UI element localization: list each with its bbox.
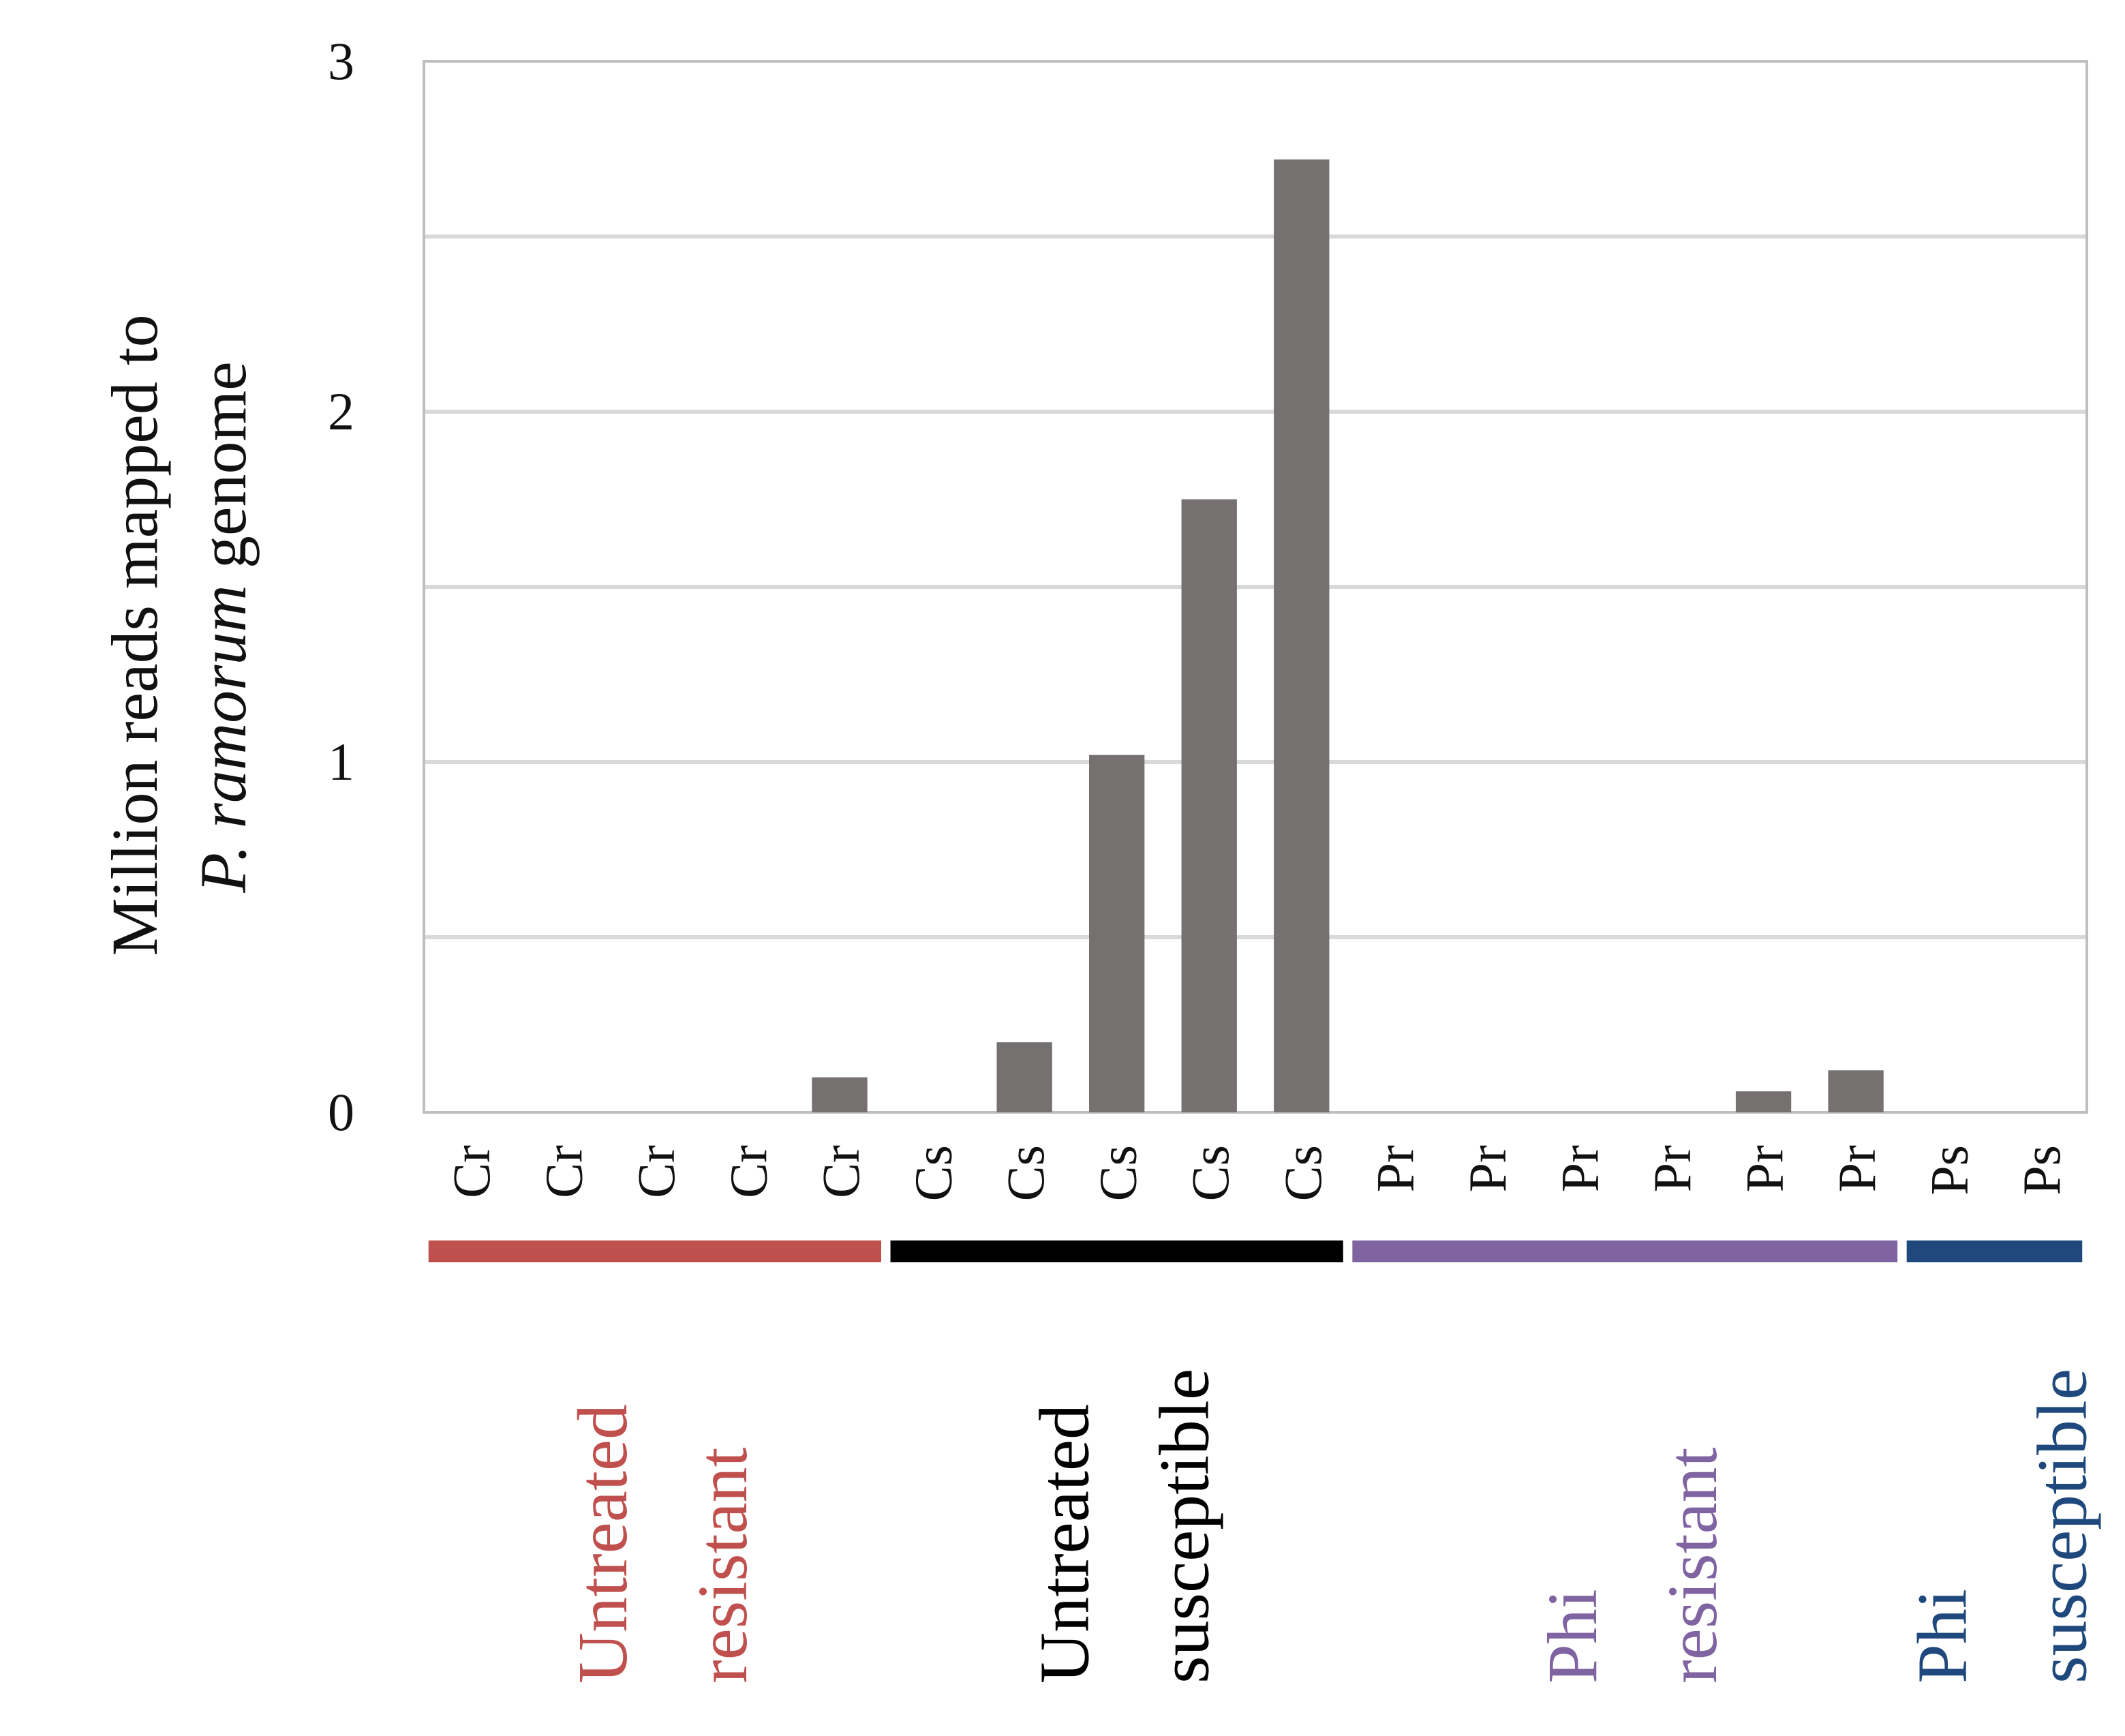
y-tick-label: 2 [328, 382, 354, 441]
x-category-label: Pr [1735, 1145, 1794, 1192]
y-axis-title: Million reads mapped to P. ramorum genom… [98, 298, 260, 956]
y-tick-label: 1 [328, 732, 354, 791]
x-category-label: Cs [1273, 1145, 1332, 1201]
bar [996, 1042, 1052, 1112]
group-label-line2: resistant [1653, 1447, 1732, 1684]
x-category-label: Pr [1827, 1145, 1886, 1192]
x-category-label: Pr [1458, 1145, 1517, 1192]
y-tick-label: 0 [328, 1082, 354, 1142]
group-label-line2: susceptible [2023, 1369, 2101, 1684]
group-label-line2: resistant [684, 1447, 762, 1684]
x-category-label: Cr [626, 1145, 686, 1198]
y-axis-title-species: P. ramorum [187, 585, 260, 894]
bar [1181, 499, 1237, 1112]
y-tick-label: 3 [328, 31, 354, 91]
group-label-line2: susceptible [1146, 1369, 1224, 1684]
x-category-label: Ps [1920, 1145, 1979, 1196]
x-category-label: Pr [1642, 1145, 1702, 1192]
bar [1828, 1070, 1884, 1112]
gridlines [424, 234, 2087, 939]
x-category-label: Cr [534, 1145, 593, 1198]
group-label-line1: Untreated [564, 1404, 642, 1684]
x-category-label: Cs [996, 1145, 1055, 1201]
group-brackets: Untreated resistant Untreated susceptible Ph… [428, 1240, 2101, 1684]
bar [1274, 159, 1330, 1112]
group-label-line1: Untreated [1026, 1404, 1104, 1684]
x-category-label: Cr [718, 1145, 778, 1198]
group-label-line1: Phi [1903, 1589, 1981, 1684]
x-category-label: Cs [1180, 1145, 1240, 1201]
x-axis-labels: Cr Cr Cr Cr Cr Cs Cs Cs Cs Cs Pr Pr Pr Pr Pr Pr Ps Ps [442, 1145, 2071, 1201]
x-category-label: Pr [1365, 1145, 1424, 1192]
x-category-label: Ps [2012, 1145, 2071, 1196]
y-axis-title-line1: Million reads mapped to [98, 314, 171, 956]
bar [1735, 1091, 1792, 1112]
x-category-label: Cs [1088, 1145, 1148, 1201]
y-axis-title-genome: genome [187, 361, 260, 585]
x-category-label: Pr [1550, 1145, 1609, 1192]
x-category-label: Cr [442, 1145, 501, 1198]
bars [812, 159, 1884, 1112]
group-label-line1: Phi [1533, 1589, 1612, 1684]
x-category-label: Cr [811, 1145, 870, 1198]
bar [812, 1077, 868, 1112]
bar [1089, 755, 1145, 1112]
plot-area-border [423, 60, 2088, 1114]
y-axis-ticks: 0 1 2 3 [328, 31, 354, 1142]
x-category-label: Cs [904, 1145, 963, 1201]
